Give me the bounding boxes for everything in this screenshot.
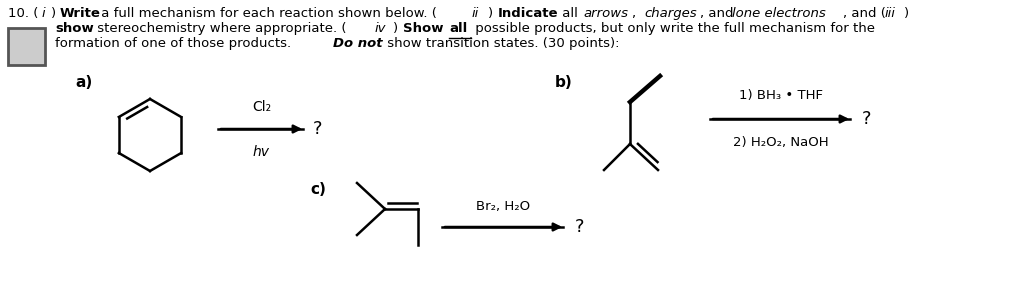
Text: show transition states. (30 points):: show transition states. (30 points): bbox=[383, 37, 620, 50]
Text: 2) H₂O₂, NaOH: 2) H₂O₂, NaOH bbox=[733, 136, 828, 149]
Text: ?: ? bbox=[313, 120, 323, 138]
Text: lone electrons: lone electrons bbox=[732, 7, 825, 20]
Text: b): b) bbox=[555, 75, 572, 90]
Text: a full mechanism for each reaction shown below. (: a full mechanism for each reaction shown… bbox=[97, 7, 437, 20]
Text: Write: Write bbox=[60, 7, 101, 20]
Text: ,: , bbox=[632, 7, 640, 20]
Text: stereochemistry where appropriate. (: stereochemistry where appropriate. ( bbox=[93, 22, 346, 35]
Text: ?: ? bbox=[575, 218, 585, 236]
Text: Indicate: Indicate bbox=[498, 7, 558, 20]
Text: Show: Show bbox=[403, 22, 443, 35]
Text: iii: iii bbox=[885, 7, 896, 20]
Text: i: i bbox=[42, 7, 46, 20]
Text: Br₂, H₂O: Br₂, H₂O bbox=[476, 200, 530, 213]
Text: , and: , and bbox=[700, 7, 737, 20]
Text: formation of one of those products.: formation of one of those products. bbox=[55, 37, 295, 50]
Text: , and (: , and ( bbox=[843, 7, 886, 20]
Text: ii: ii bbox=[472, 7, 479, 20]
Text: ): ) bbox=[393, 22, 402, 35]
Text: ): ) bbox=[51, 7, 60, 20]
FancyBboxPatch shape bbox=[8, 28, 45, 65]
Text: 10. (: 10. ( bbox=[8, 7, 38, 20]
Text: Cl₂: Cl₂ bbox=[252, 100, 271, 114]
Text: all: all bbox=[558, 7, 582, 20]
Text: hv: hv bbox=[253, 145, 270, 159]
Text: possible products, but only write the full mechanism for the: possible products, but only write the fu… bbox=[471, 22, 874, 35]
Text: ?: ? bbox=[862, 110, 871, 128]
Text: 1) BH₃ • THF: 1) BH₃ • THF bbox=[739, 89, 823, 102]
Text: all: all bbox=[449, 22, 467, 35]
Text: charges: charges bbox=[644, 7, 696, 20]
Text: c): c) bbox=[310, 182, 326, 197]
Text: ): ) bbox=[488, 7, 498, 20]
Text: ): ) bbox=[904, 7, 909, 20]
Text: a): a) bbox=[75, 75, 92, 90]
Text: show: show bbox=[55, 22, 94, 35]
Text: Do not: Do not bbox=[333, 37, 383, 50]
Text: iv: iv bbox=[375, 22, 386, 35]
Text: arrows: arrows bbox=[583, 7, 628, 20]
